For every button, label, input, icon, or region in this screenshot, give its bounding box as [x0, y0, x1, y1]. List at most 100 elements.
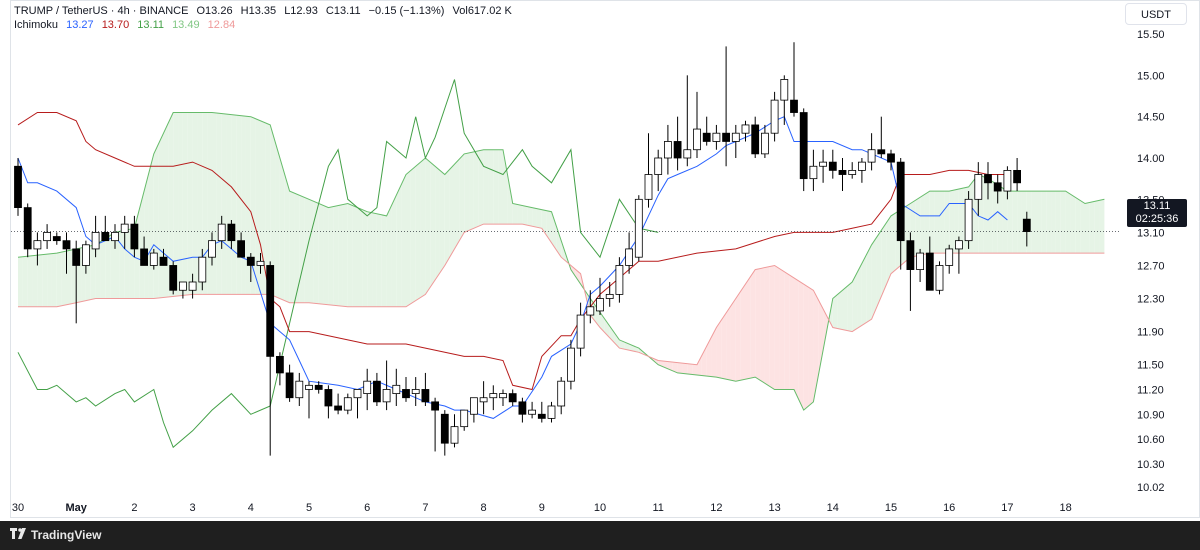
candle-body-up — [188, 281, 197, 291]
cloud-segment — [600, 312, 605, 333]
cloud-segment — [100, 238, 106, 299]
candle-body-up — [91, 231, 100, 250]
price-chart[interactable]: 15.5015.0014.5014.0013.5013.1012.7012.30… — [0, 0, 1200, 520]
candle-body-up — [198, 256, 207, 283]
cloud-segment — [886, 215, 891, 286]
cloud-segment — [110, 232, 115, 299]
x-tick-label: 6 — [364, 502, 370, 514]
cloud-segment — [755, 268, 761, 381]
candle-body-up — [120, 223, 129, 233]
candle-body-down — [440, 413, 449, 444]
cloud-segment — [144, 172, 149, 299]
cloud-segment — [473, 150, 479, 229]
candle-body-up — [625, 248, 633, 266]
x-tick-label: 18 — [1059, 502, 1071, 514]
cloud-segment — [774, 265, 780, 390]
candle-body-down — [72, 248, 81, 266]
cloud-segment — [401, 174, 406, 307]
cloud-segment — [347, 203, 353, 307]
candle-body-down — [518, 401, 527, 415]
candle-body-up — [149, 252, 158, 266]
candle-body-down — [246, 256, 255, 266]
cloud-segment — [532, 207, 537, 228]
cloud-segment — [803, 284, 809, 411]
cloud-segment — [706, 336, 712, 377]
cloud-segment — [789, 274, 794, 390]
cloud-segment — [415, 162, 421, 301]
cloud-segment — [381, 214, 387, 307]
cloud-segment — [1017, 191, 1022, 254]
x-tick-label: 13 — [768, 502, 780, 514]
cloud-segment — [178, 112, 183, 296]
candle-body-down — [402, 389, 410, 399]
candle-body-up — [567, 347, 575, 382]
cloud-segment — [275, 141, 280, 299]
cloud-segment — [842, 286, 848, 331]
cloud-segment — [949, 190, 955, 254]
indicator-legend[interactable]: Ichimoku 13.27 13.70 13.11 13.49 12.84 — [14, 19, 240, 31]
cloud-segment — [512, 203, 518, 225]
cloud-segment — [677, 362, 683, 374]
currency-button[interactable]: USDT — [1125, 3, 1187, 25]
x-tick-label: 8 — [481, 502, 487, 514]
cloud-segment — [794, 277, 799, 400]
candle-body-down — [266, 265, 275, 357]
cloud-segment — [871, 237, 877, 320]
x-tick-label: 12 — [710, 502, 722, 514]
candle-body-up — [411, 389, 420, 394]
cloud-segment — [881, 223, 887, 297]
cloud-segment — [619, 339, 625, 350]
y-tick-label: 11.90 — [1137, 327, 1164, 339]
candle-body-up — [460, 409, 469, 428]
candle-body-up — [848, 169, 857, 175]
cloud-segment — [760, 267, 765, 384]
plot-area — [11, 42, 1120, 456]
cloud-segment — [1036, 191, 1042, 254]
cloud-segment — [1085, 202, 1090, 254]
x-tick-label: 30 — [12, 502, 24, 514]
cloud-segment — [726, 305, 731, 381]
candle-body-down — [1022, 218, 1031, 232]
candle-body-down — [130, 223, 139, 250]
close-value: C13.11 — [325, 5, 361, 17]
y-tick-label: 10.30 — [1137, 459, 1165, 471]
cloud-segment — [478, 149, 484, 227]
cloud-segment — [716, 320, 722, 379]
candle-body-up — [916, 252, 924, 270]
cloud-segment — [876, 230, 882, 308]
cloud-segment — [954, 188, 959, 254]
y-tick-label: 14.50 — [1137, 112, 1165, 124]
cloud-segment — [483, 149, 489, 225]
cloud-segment — [507, 176, 513, 225]
candle-body-up — [469, 397, 478, 415]
cloud-segment — [1041, 191, 1047, 254]
cloud-segment — [250, 116, 256, 295]
candle-body-up — [479, 397, 488, 403]
cloud-segment — [221, 113, 227, 295]
candle-body-up — [343, 397, 352, 411]
cloud-segment — [105, 235, 111, 299]
bar-countdown: 02:25:36 — [1135, 213, 1179, 225]
candle-body-up — [111, 231, 119, 242]
cloud-segment — [270, 124, 276, 297]
cloud-segment — [861, 254, 867, 326]
candle-body-down — [896, 161, 905, 242]
cloud-segment — [730, 298, 736, 382]
tradingview-logo-icon — [10, 528, 26, 539]
leading-span-b-line — [18, 223, 1105, 366]
cloud-segment — [115, 231, 120, 299]
candle-body-up — [867, 149, 876, 163]
candle-body-up — [654, 157, 663, 175]
x-tick-label: 7 — [422, 502, 428, 514]
leading-span-a-value: 13.49 — [172, 19, 200, 31]
cloud-segment — [1070, 194, 1076, 254]
candle-body-down — [790, 99, 798, 113]
cloud-segment — [779, 268, 785, 390]
cloud-segment — [265, 122, 271, 295]
cloud-segment — [66, 249, 72, 305]
cloud-segment — [1051, 191, 1056, 254]
cloud-segment — [367, 211, 373, 307]
cloud-segment — [323, 205, 329, 305]
cloud-segment — [682, 363, 688, 374]
candle-body-down — [984, 174, 992, 184]
